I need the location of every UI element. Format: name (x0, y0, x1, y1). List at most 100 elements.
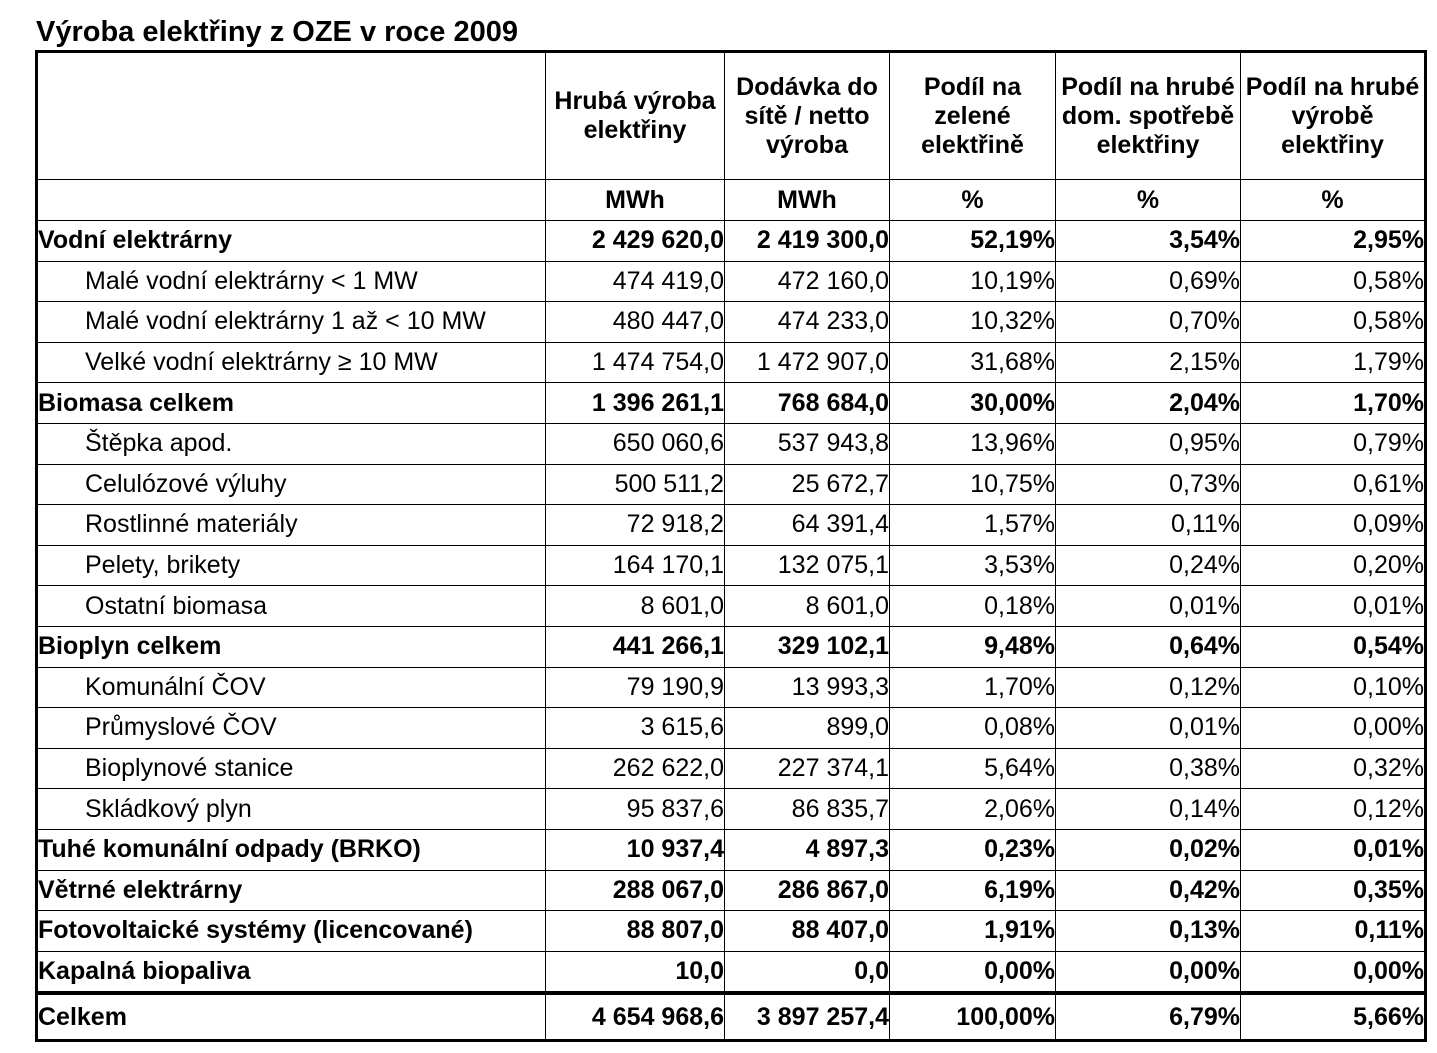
table-cell: 1 396 261,1 (545, 382, 725, 424)
table-cell: 474 419,0 (545, 260, 725, 303)
table-cell: 0,23% (889, 828, 1056, 871)
table-cell: 472 160,0 (724, 260, 890, 303)
row-label: Bioplyn celkem (36, 625, 546, 668)
column-unit: MWh (724, 179, 890, 221)
table-cell: 262 622,0 (545, 747, 725, 790)
row-label: Komunální ČOV (36, 666, 546, 709)
table-cell: 0,01% (1055, 585, 1241, 627)
table-cell: 31,68% (889, 341, 1056, 384)
table-cell: 0,12% (1055, 666, 1241, 709)
oze-production-table: Hrubá výroba elektřiny Dodávka do sítě /… (35, 50, 1427, 1043)
table-cell: 88 407,0 (724, 910, 890, 952)
table-cell: 0,00% (1240, 950, 1426, 994)
row-label: Malé vodní elektrárny 1 až < 10 MW (36, 301, 546, 343)
table-cell: 0,73% (1055, 463, 1241, 506)
table-cell: 8 601,0 (724, 585, 890, 627)
table-row: Velké vodní elektrárny ≥ 10 MW 1 474 754,… (36, 341, 1426, 384)
table-row: Skládkový plyn 95 837,6 86 835,7 2,06% 0,14%… (36, 788, 1426, 830)
table-row: Fotovoltaické systémy (licencované) 88 80… (36, 910, 1426, 952)
row-label: Malé vodní elektrárny < 1 MW (36, 260, 546, 303)
table-cell: 3 897 257,4 (724, 991, 890, 1042)
table-cell: 4 654 968,6 (545, 991, 725, 1042)
table-row: Komunální ČOV 79 190,9 13 993,3 1,70% 0,12% 0… (36, 666, 1426, 709)
table-row: Celulózové výluhy 500 511,2 25 672,7 10,75%… (36, 463, 1426, 506)
table-cell: 100,00% (889, 991, 1056, 1042)
row-label: Fotovoltaické systémy (licencované) (36, 910, 546, 952)
table-cell: 0,00% (1240, 707, 1426, 749)
table-cell: 0,95% (1055, 422, 1241, 465)
table-cell: 899,0 (724, 707, 890, 749)
table-cell: 0,14% (1055, 788, 1241, 830)
row-label: Štěpka apod. (36, 422, 546, 465)
table-title: Výroba elektřiny z OZE v roce 2009 (36, 16, 518, 48)
table-cell: 0,0 (724, 950, 890, 994)
table-cell: 286 867,0 (724, 869, 890, 912)
table-row: Větrné elektrárny 288 067,0 286 867,0 6,19%… (36, 869, 1426, 912)
table-cell: 0,38% (1055, 747, 1241, 790)
table-cell: 1,91% (889, 910, 1056, 952)
row-label: Průmyslové ČOV (36, 707, 546, 749)
table-cell: 2 419 300,0 (724, 220, 890, 262)
row-label: Tuhé komunální odpady (BRKO) (36, 828, 546, 871)
table-cell: 6,79% (1055, 991, 1241, 1042)
column-header: Hrubá výroba elektřiny (545, 51, 725, 180)
table-cell: 30,00% (889, 382, 1056, 424)
table-cell: 10 937,4 (545, 828, 725, 871)
table-cell: 0,01% (1055, 707, 1241, 749)
table-cell: 5,64% (889, 747, 1056, 790)
table-cell: 480 447,0 (545, 301, 725, 343)
table-cell: 3,54% (1055, 220, 1241, 262)
table-cell: 0,42% (1055, 869, 1241, 912)
table-cell: 0,79% (1240, 422, 1426, 465)
row-label: Skládkový plyn (36, 788, 546, 830)
table-cell: 2 429 620,0 (545, 220, 725, 262)
table-cell: 227 374,1 (724, 747, 890, 790)
table-cell: 25 672,7 (724, 463, 890, 506)
table-cell: 1 474 754,0 (545, 341, 725, 384)
unit-row: MWh MWh % % % (36, 179, 1426, 221)
table-row: Tuhé komunální odpady (BRKO) 10 937,4 4 89… (36, 828, 1426, 871)
table-cell: 0,54% (1240, 625, 1426, 668)
table-cell: 0,12% (1240, 788, 1426, 830)
table-row: Bioplyn celkem 441 266,1 329 102,1 9,48% 0,6… (36, 625, 1426, 668)
header-row: Hrubá výroba elektřiny Dodávka do sítě /… (36, 51, 1426, 180)
table-cell: 0,02% (1055, 828, 1241, 871)
table-cell: 52,19% (889, 220, 1056, 262)
header-empty-cell (36, 51, 546, 180)
table-row: Biomasa celkem 1 396 261,1 768 684,0 30,00%… (36, 382, 1426, 424)
table-row: Ostatní biomasa 8 601,0 8 601,0 0,18% 0,01% 0… (36, 585, 1426, 627)
table-cell: 5,66% (1240, 991, 1426, 1042)
table-cell: 0,64% (1055, 625, 1241, 668)
table-cell: 0,13% (1055, 910, 1241, 952)
row-label: Kapalná biopaliva (36, 950, 546, 994)
table-cell: 3,53% (889, 544, 1056, 587)
table-cell: 13,96% (889, 422, 1056, 465)
table-cell: 0,08% (889, 707, 1056, 749)
table-cell: 8 601,0 (545, 585, 725, 627)
table-row: Malé vodní elektrárny 1 až < 10 MW 480 44… (36, 301, 1426, 343)
table-cell: 474 233,0 (724, 301, 890, 343)
row-label: Celkem (36, 991, 546, 1042)
column-header: Podíl na hrubé dom. spotřebě elektřiny (1055, 51, 1241, 180)
table-cell: 10,19% (889, 260, 1056, 303)
table-cell: 2,06% (889, 788, 1056, 830)
table-cell: 6,19% (889, 869, 1056, 912)
table-cell: 1,57% (889, 504, 1056, 546)
row-label: Biomasa celkem (36, 382, 546, 424)
table-cell: 132 075,1 (724, 544, 890, 587)
table-cell: 0,20% (1240, 544, 1426, 587)
column-unit: % (1240, 179, 1426, 221)
table-cell: 0,32% (1240, 747, 1426, 790)
table-row: Celkem 4 654 968,6 3 897 257,4 100,00% 6,79%… (36, 991, 1426, 1042)
table-row: Bioplynové stanice 262 622,0 227 374,1 5,64… (36, 747, 1426, 790)
row-label: Pelety, brikety (36, 544, 546, 587)
row-label: Vodní elektrárny (36, 220, 546, 262)
table-cell: 72 918,2 (545, 504, 725, 546)
row-label: Celulózové výluhy (36, 463, 546, 506)
table-cell: 288 067,0 (545, 869, 725, 912)
row-label: Velké vodní elektrárny ≥ 10 MW (36, 341, 546, 384)
table-cell: 441 266,1 (545, 625, 725, 668)
unit-empty-cell (36, 179, 546, 221)
table-cell: 0,70% (1055, 301, 1241, 343)
table-cell: 0,58% (1240, 260, 1426, 303)
